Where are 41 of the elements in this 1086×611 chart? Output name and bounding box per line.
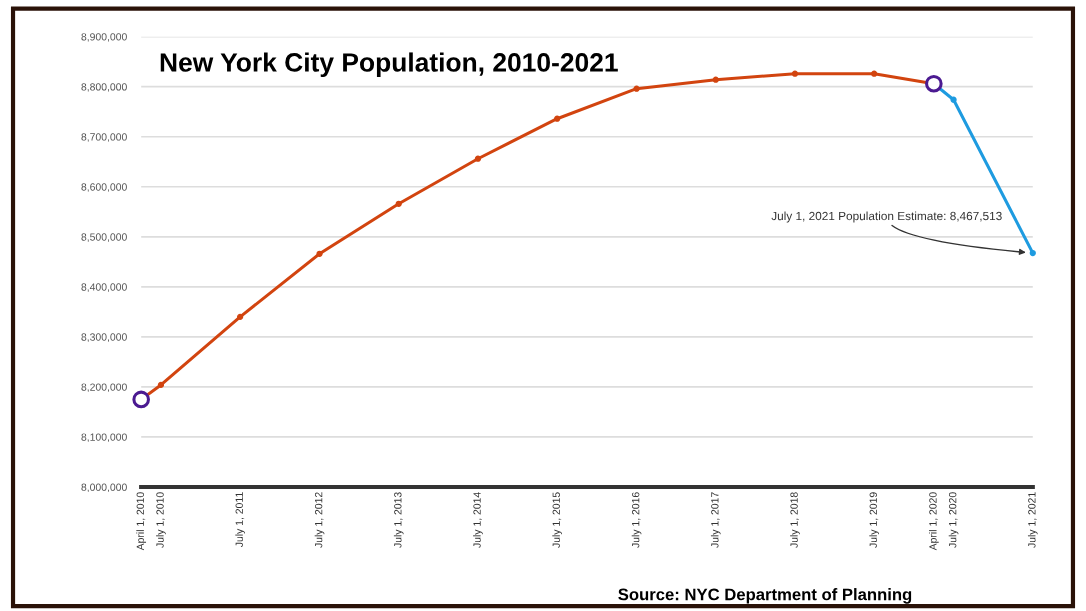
x-tick-label: July 1, 2016 (631, 492, 642, 548)
y-tick-label: 8,800,000 (81, 83, 127, 92)
x-tick-label: July 1, 2020 (948, 492, 959, 548)
source-note: Source: NYC Department of Planning (618, 588, 912, 604)
x-tick-label: April 1, 2020 (928, 492, 939, 551)
text: New York City Population, 2010-2021 (160, 52, 618, 78)
x-tick-label: July 1, 2010 (156, 492, 166, 548)
y-tick-label: 8,500,000 (81, 233, 127, 242)
point (474, 155, 482, 162)
x-tick-label: July 1, 2013 (393, 492, 404, 548)
annotation: July 1, 2021 Population Estimate: 8,467,513 (771, 211, 1002, 223)
x-tick-label: July 1, 2017 (710, 492, 721, 548)
y-tick-label: 8,600,000 (81, 183, 127, 192)
x-tick-label: July 1, 2014 (473, 492, 483, 548)
x-tick-label: July 1, 2019 (869, 492, 880, 548)
point (871, 70, 878, 77)
x-tick-label: July 1, 2011 (235, 492, 245, 548)
y-tick-label: 8,300,000 (81, 333, 127, 342)
x-tick-label: July 1, 2015 (552, 492, 562, 548)
x-tick-label: April 1, 2010 (136, 492, 147, 551)
point (237, 313, 244, 320)
point (1029, 249, 1036, 257)
point (157, 381, 165, 389)
point (132, 390, 150, 409)
point (633, 85, 640, 92)
y-tick-label: 8,400,000 (81, 283, 127, 292)
point (712, 76, 719, 83)
point (395, 200, 402, 207)
x-tick-label: July 1, 2012 (314, 492, 325, 548)
y-tick-label: 8,000,000 (81, 483, 127, 493)
y-tick-label: 8,900,000 (81, 33, 127, 42)
y-tick-label: 8,700,000 (81, 133, 127, 142)
point (791, 70, 799, 77)
point (554, 115, 561, 122)
point (950, 96, 957, 103)
point (925, 74, 943, 93)
x-tick-label: July 1, 2018 (790, 492, 800, 548)
y-tick-label: 8,100,000 (81, 433, 127, 443)
x-tick-label: July 1, 2021 (1027, 492, 1038, 548)
point (316, 250, 323, 257)
y-tick-label: 8,200,000 (81, 383, 127, 393)
